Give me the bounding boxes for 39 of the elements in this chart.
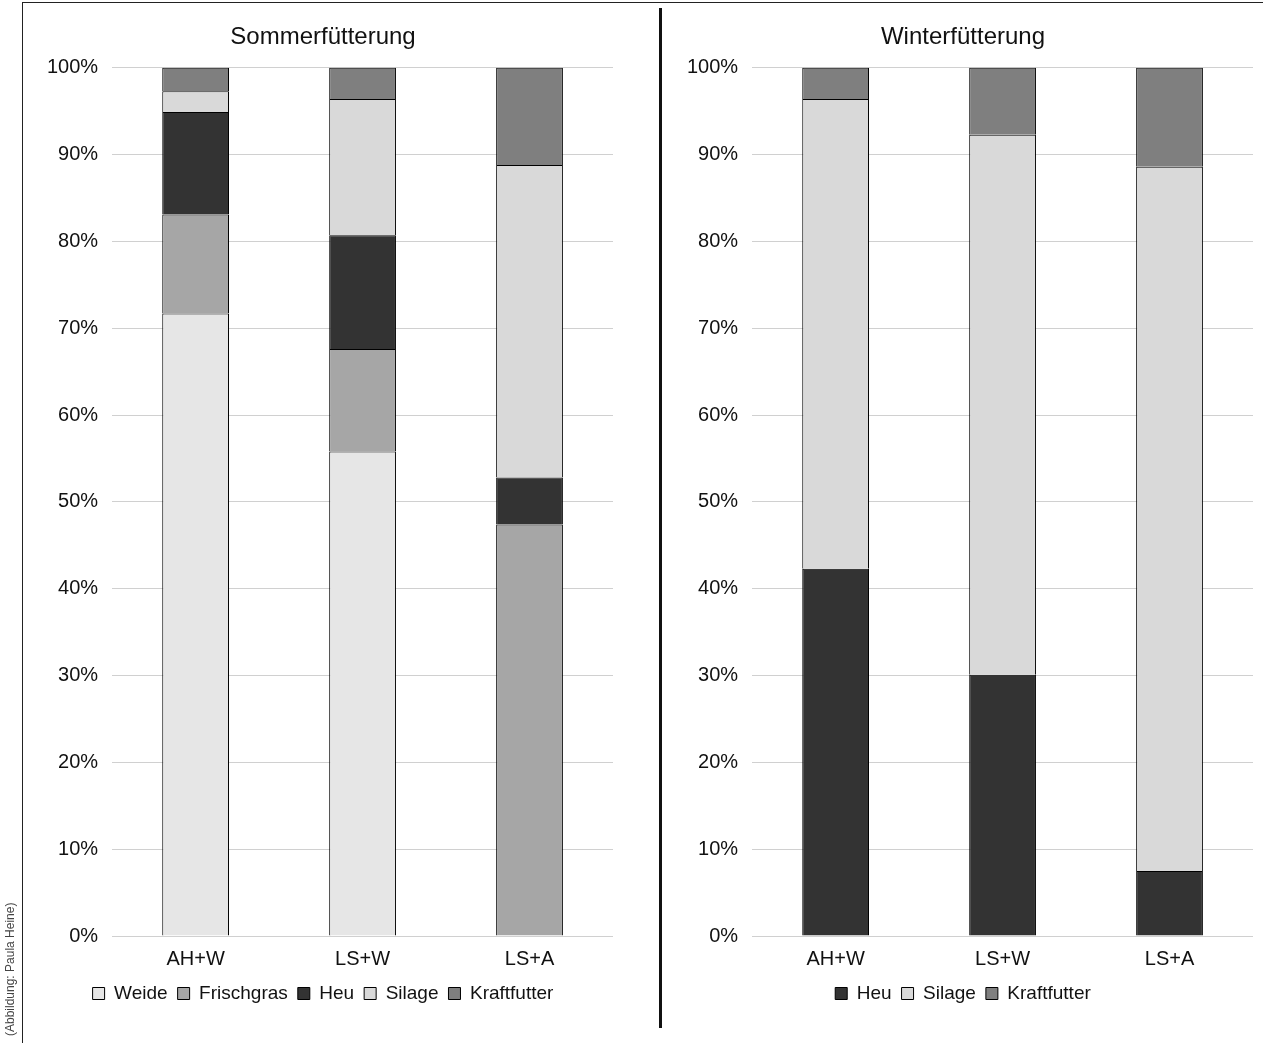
y-tick-label: 40% — [698, 576, 739, 599]
y-tick-label: 10% — [698, 836, 739, 859]
y-tick-label: 0% — [709, 923, 739, 946]
y-tick-label: 90% — [58, 142, 99, 165]
x-tick-label: LS+W — [335, 946, 391, 969]
legend-label: Kraftfutter — [1007, 981, 1092, 1003]
y-tick-label: 100% — [47, 55, 99, 78]
y-tick-label: 0% — [69, 923, 99, 946]
legend-label: Silage — [923, 981, 976, 1003]
legend-label: Kraftfutter — [469, 981, 555, 1003]
y-tick-label: 50% — [698, 489, 739, 512]
legend-label: Heu — [856, 981, 892, 1003]
y-tick-label: 80% — [698, 228, 739, 251]
x-tick-label: LS+A — [504, 946, 555, 969]
legend-label: Heu — [319, 981, 355, 1003]
y-tick-label: 60% — [58, 402, 99, 425]
legend-label: Weide — [114, 981, 168, 1003]
y-tick-label: 90% — [698, 142, 739, 165]
y-tick-label: 30% — [58, 663, 99, 686]
x-tick-label: LS+W — [975, 946, 1031, 969]
x-tick-label: AH+W — [166, 946, 225, 969]
legend-label: Silage — [385, 981, 439, 1003]
y-tick-label: 10% — [58, 836, 99, 859]
chart-title: Sommerfütterung — [230, 22, 416, 50]
y-tick-label: 20% — [58, 749, 99, 772]
y-tick-label: 100% — [687, 55, 739, 78]
chart-title: Winterfütterung — [880, 22, 1046, 50]
y-tick-label: 30% — [698, 663, 739, 686]
y-tick-label: 40% — [58, 576, 99, 599]
text: (Abbildung: Paula Heine) — [3, 902, 17, 1036]
y-tick-label: 20% — [698, 749, 739, 772]
y-tick-label: 70% — [58, 315, 99, 338]
x-tick-label: AH+W — [806, 946, 865, 969]
y-tick-label: 60% — [698, 402, 739, 425]
x-tick-label: LS+A — [1144, 946, 1195, 969]
legend-label: Frischgras — [199, 981, 288, 1003]
y-tick-label: 80% — [58, 228, 99, 251]
y-tick-label: 70% — [698, 315, 739, 338]
y-tick-label: 50% — [58, 489, 99, 512]
